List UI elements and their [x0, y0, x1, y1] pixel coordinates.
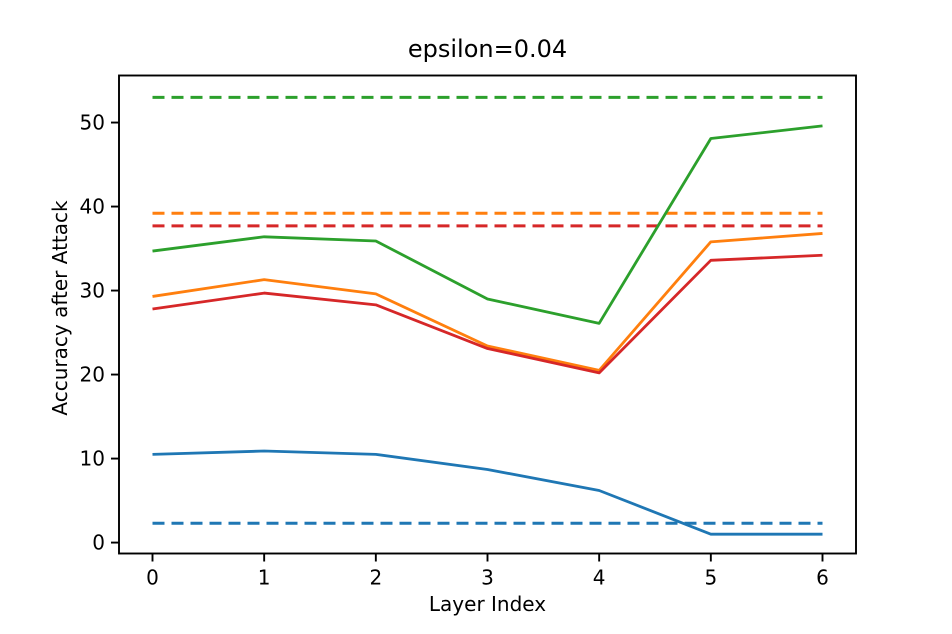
- y-tick-label: 30: [80, 279, 105, 303]
- x-tick-label: 1: [258, 566, 271, 590]
- y-tick-label: 10: [80, 447, 105, 471]
- x-tick-label: 0: [146, 566, 159, 590]
- series-green-solid: [152, 124, 823, 325]
- y-tick-label: 50: [80, 111, 105, 135]
- y-axis-label: Accuracy after Attack: [48, 200, 72, 416]
- x-tick-label: 4: [593, 566, 606, 590]
- chart-title: epsilon=0.04: [407, 35, 568, 63]
- axes-spines: [118, 74, 857, 555]
- y-tick-label: 40: [80, 195, 105, 219]
- x-tick-label: 3: [481, 566, 494, 590]
- x-tick-label: 6: [816, 566, 829, 590]
- x-axis-label: Layer Index: [428, 592, 547, 616]
- y-tick-label: 20: [80, 363, 105, 387]
- series-red-solid: [152, 253, 823, 375]
- y-tick-label: 0: [92, 531, 105, 555]
- series-blue-solid: [152, 449, 823, 536]
- x-tick-label: 2: [369, 566, 382, 590]
- x-tick-label: 5: [704, 566, 717, 590]
- series-orange-solid: [152, 232, 823, 372]
